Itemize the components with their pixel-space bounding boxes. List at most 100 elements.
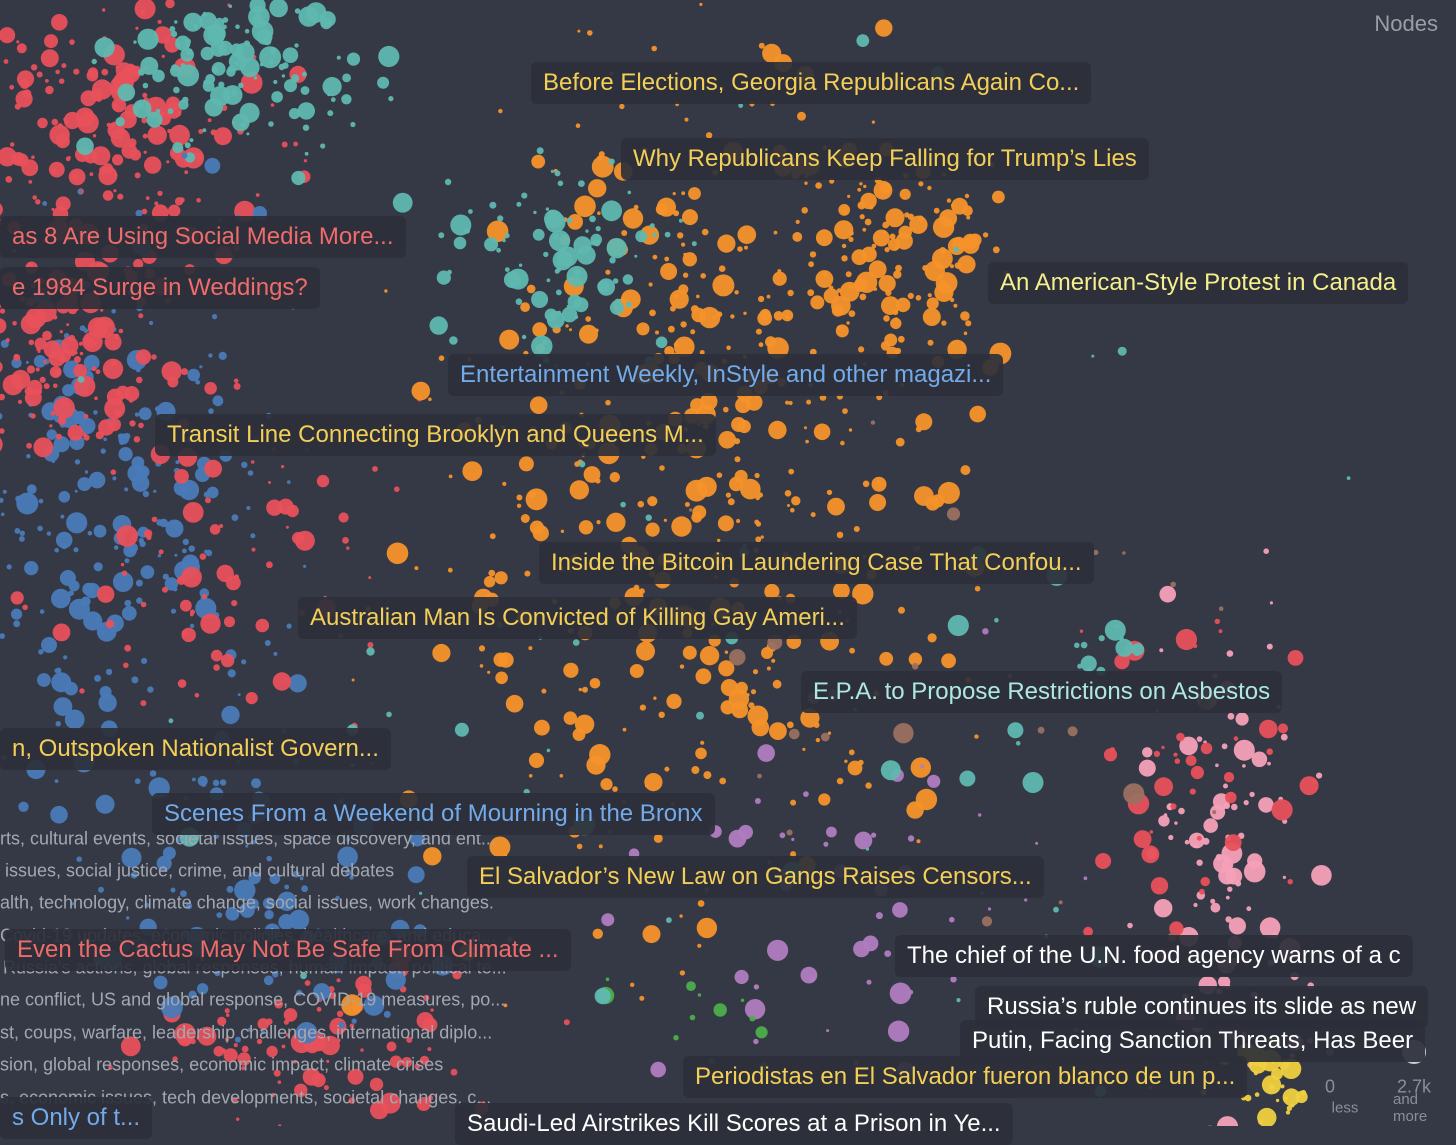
node [547,311,565,329]
node [601,913,614,926]
node [751,689,756,694]
node [147,112,163,128]
node [619,104,624,109]
node [717,235,735,253]
node [527,285,536,294]
node [0,498,4,503]
node [974,734,978,738]
node-label[interactable]: El Salvador’s New Law on Gangs Raises Ce… [467,856,1044,898]
node [696,668,712,684]
node-label[interactable]: The chief of the U.N. food agency warns … [895,935,1413,977]
node [821,733,830,742]
node [532,322,547,337]
node [1178,808,1185,815]
legend-max-caption: and more [1393,1091,1435,1125]
node [1127,923,1133,929]
node [181,153,187,159]
node [144,156,161,173]
node [947,198,951,202]
node [595,478,600,483]
node [841,255,847,261]
node [490,533,496,539]
node [546,207,549,210]
node [242,1046,249,1053]
node [147,686,153,692]
node [665,232,671,238]
node-label[interactable]: Saudi-Led Airstrikes Kill Scores at a Pr… [455,1103,1013,1145]
node [956,998,960,1002]
node [623,208,643,228]
node-label[interactable]: Australian Man Is Convicted of Killing G… [298,597,857,639]
node-label[interactable]: Entertainment Weekly, InStyle and other … [448,354,1003,396]
node [271,103,275,107]
node-label[interactable]: Even the Cactus May Not Be Safe From Cli… [5,929,571,971]
node [504,233,509,238]
node-label[interactable]: Transit Line Connecting Brooklyn and Que… [155,414,716,456]
node [965,194,969,198]
node [135,27,138,30]
node-label[interactable]: s Only of t... [0,1097,152,1139]
node [386,712,392,718]
node [639,996,644,1001]
node [1151,877,1168,894]
node-label[interactable]: n, Outspoken Nationalist Govern... [0,728,391,770]
node [846,271,852,277]
node [872,121,875,124]
node [564,711,577,724]
node [301,86,310,95]
node [623,728,627,732]
node [767,667,771,671]
node [90,172,94,176]
node [56,721,61,726]
node-label[interactable]: e 1984 Surge in Weddings? [0,267,320,309]
node-label[interactable]: E.P.A. to Propose Restrictions on Asbest… [801,671,1282,713]
node [1023,772,1044,793]
node [56,668,62,674]
node [630,983,634,987]
node-label[interactable]: Periodistas en El Salvador fueron blanco… [683,1056,1247,1098]
node [725,651,728,654]
node [863,481,870,488]
node [26,308,47,329]
node [1095,853,1111,869]
node [271,91,283,103]
node [888,1020,909,1041]
node-label[interactable]: Inside the Bitcoin Laundering Case That … [539,542,1094,584]
node [281,465,284,468]
node [327,93,330,96]
node [136,368,141,373]
node [190,624,194,628]
node [962,205,973,216]
node [849,749,855,755]
node [320,17,332,29]
node [47,531,51,535]
node [939,247,946,254]
node-label[interactable]: as 8 Are Using Social Media More... [0,216,406,258]
node [221,706,239,724]
node-label[interactable]: An American-Style Protest in Canada [988,262,1408,304]
node [558,181,564,187]
node [224,616,235,627]
node-label[interactable]: Before Elections, Georgia Republicans Ag… [531,62,1091,104]
node [305,152,309,156]
node [728,498,735,505]
node [412,382,431,401]
node [427,1047,431,1051]
node [1053,907,1059,913]
node [823,842,828,847]
node-label[interactable]: Scenes From a Weekend of Mourning in the… [152,793,715,835]
node [346,546,349,549]
node [49,162,65,178]
node-label[interactable]: Why Republicans Keep Falling for Trump’s… [621,138,1149,180]
node [988,907,991,910]
node [1269,1084,1275,1090]
node [160,130,164,134]
node [33,437,53,457]
node [149,321,153,325]
node [122,606,137,621]
node [252,548,256,552]
node [13,354,20,361]
node [928,340,934,346]
node [137,29,158,50]
node [808,261,814,267]
